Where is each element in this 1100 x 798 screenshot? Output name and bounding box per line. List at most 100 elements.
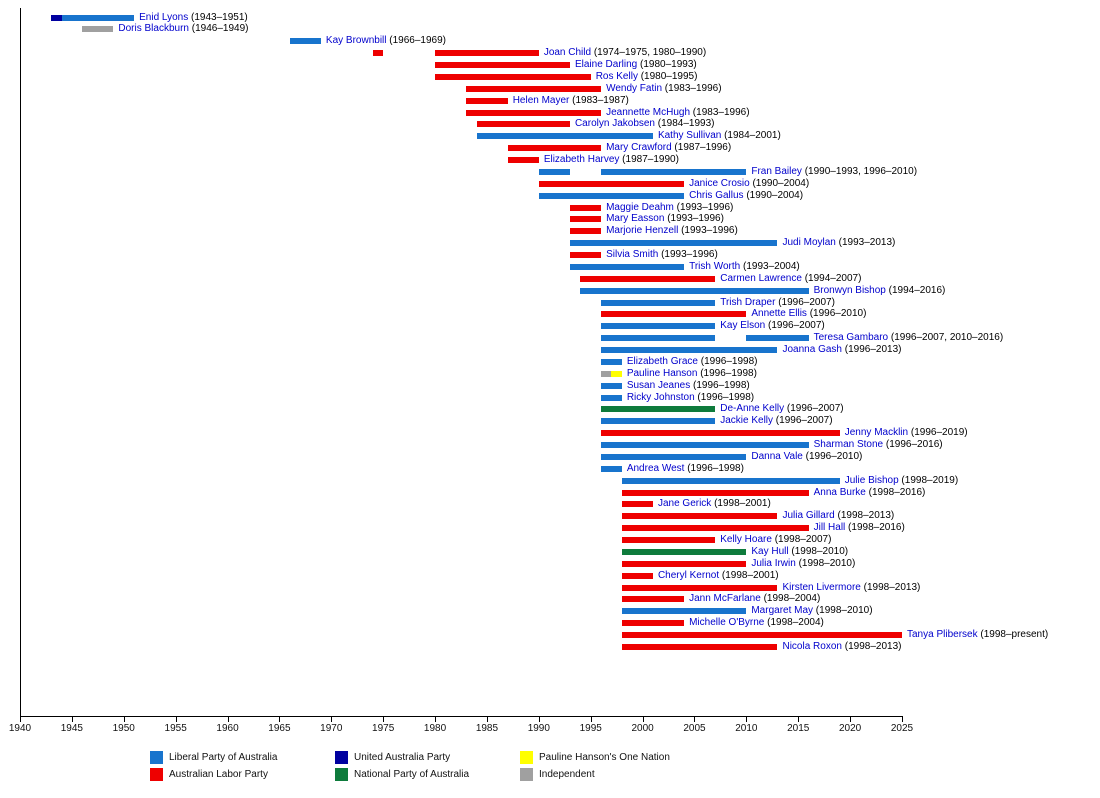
axis-tick <box>486 717 488 722</box>
member-name-link[interactable]: Michelle O'Byrne <box>689 617 765 629</box>
member-name-link[interactable]: Teresa Gambaro <box>813 332 889 344</box>
member-name-link[interactable]: Trish Draper <box>720 296 776 308</box>
member-label: Janice Crosio (1990–2004) <box>689 177 809 190</box>
member-name-link[interactable]: De-Anne Kelly <box>720 403 785 415</box>
member-name-link[interactable]: Cheryl Kernot <box>657 569 720 581</box>
member-label: Kay Hull (1998–2010) <box>751 545 848 558</box>
member-name-link[interactable]: Doris Blackburn <box>118 23 189 35</box>
bar-segment-liberal <box>601 358 622 365</box>
bar-segment-labor <box>435 62 570 68</box>
bar-segment-liberal <box>601 299 716 306</box>
member-name-link[interactable]: Julia Gillard <box>782 510 835 522</box>
member-name-link[interactable]: Jill Hall <box>813 522 846 534</box>
member-name-link[interactable]: Susan Jeanes <box>626 379 691 391</box>
member-name-link[interactable]: Jackie Kelly <box>720 415 774 427</box>
member-years: (1984–1993) <box>655 118 715 130</box>
member-name-link[interactable]: Wendy Fatin <box>606 82 663 94</box>
member-name-link[interactable]: Kirsten Livermore <box>782 581 861 593</box>
legend-label: United Australia Party <box>354 752 451 763</box>
member-name-link[interactable]: Kelly Hoare <box>720 534 772 545</box>
bar-segment-liberal <box>601 418 716 425</box>
member-years: (1983–1996) <box>690 106 750 118</box>
member-years: (1996–2013) <box>841 344 902 355</box>
member-name-link[interactable]: Marjorie Henzell <box>606 225 679 237</box>
member-name-link[interactable]: Danna Vale <box>751 450 803 462</box>
member-name-link[interactable]: Jane Gerick <box>657 498 712 510</box>
member-years: (1980–1993) <box>637 59 697 70</box>
member-label: Kathy Sullivan (1984–2001) <box>658 129 781 142</box>
member-name-link[interactable]: Mary Crawford <box>606 142 672 154</box>
member-name-link[interactable]: Julia Irwin <box>751 557 796 569</box>
member-name-link[interactable]: Ricky Johnston <box>626 391 695 403</box>
member-name-link[interactable]: Trish Worth <box>689 260 741 272</box>
member-name-link[interactable]: Joanna Gash <box>782 344 842 355</box>
axis-tick-label: 1975 <box>372 723 395 734</box>
member-name-link[interactable]: Jeannette McHugh <box>606 106 691 118</box>
member-name-link[interactable]: Elizabeth Harvey <box>543 154 620 165</box>
member-years: (1983–1987) <box>569 94 629 106</box>
bar-segment-labor <box>601 311 747 318</box>
member-label: Maggie Deahm (1993–1996) <box>606 201 733 214</box>
member-name-link[interactable]: Ros Kelly <box>595 70 638 82</box>
member-name-link[interactable]: Pauline Hanson <box>626 367 698 379</box>
member-name-link[interactable]: Julie Bishop <box>844 474 899 486</box>
member-name-link[interactable]: Chris Gallus <box>689 189 744 201</box>
member-label: De-Anne Kelly (1996–2007) <box>720 402 843 415</box>
member-name-link[interactable]: Tanya Plibersek <box>907 629 978 640</box>
axis-tick <box>798 717 800 722</box>
axis-tick-label: 1995 <box>579 723 602 734</box>
member-name-link[interactable]: Kathy Sullivan <box>657 130 722 142</box>
member-name-link[interactable]: Elizabeth Grace <box>626 355 698 367</box>
member-name-link[interactable]: Judi Moylan <box>782 237 836 249</box>
member-label: Wendy Fatin (1983–1996) <box>606 82 721 95</box>
bar-segment-labor <box>466 97 508 104</box>
member-name-link[interactable]: Silvia Smith <box>606 249 659 260</box>
member-name-link[interactable]: Elaine Darling <box>574 59 638 70</box>
member-name-link[interactable]: Enid Lyons <box>139 11 189 23</box>
member-name-link[interactable]: Nicola Roxon <box>782 640 842 652</box>
bar-segment-liberal <box>601 453 747 460</box>
member-years: (1996–2007) <box>784 403 844 415</box>
bar-segment-liberal <box>580 287 809 294</box>
bar-segment-labor <box>372 50 384 57</box>
bar-segment-labor <box>466 85 602 92</box>
member-name-link[interactable]: Joan Child <box>543 47 592 59</box>
member-label: Elizabeth Grace (1996–1998) <box>627 355 758 368</box>
member-name-link[interactable]: Margaret May <box>751 605 814 617</box>
axis-tick <box>694 717 696 722</box>
member-name-link[interactable]: Mary Easson <box>606 213 665 225</box>
member-name-link[interactable]: Janice Crosio <box>689 177 750 189</box>
member-name-link[interactable]: Jenny Macklin <box>844 427 909 439</box>
member-name-link[interactable]: Sharman Stone <box>813 439 884 450</box>
bar-segment-liberal <box>601 335 716 342</box>
member-years: (1993–2013) <box>835 237 896 249</box>
axis-tick-label: 1990 <box>527 723 550 734</box>
member-name-link[interactable]: Kay Elson <box>720 320 766 332</box>
member-label: Bronwyn Bishop (1994–2016) <box>814 284 946 297</box>
member-name-link[interactable]: Carmen Lawrence <box>720 272 802 284</box>
member-name-link[interactable]: Kay Hull <box>751 545 789 557</box>
member-name-link[interactable]: Annette Ellis <box>751 308 807 320</box>
bar-segment-labor <box>621 537 716 543</box>
member-name-link[interactable]: Anna Burke <box>813 486 866 498</box>
member-label: Jeannette McHugh (1983–1996) <box>606 106 749 119</box>
member-name-link[interactable]: Bronwyn Bishop <box>813 284 886 296</box>
legend-label: Liberal Party of Australia <box>169 752 278 763</box>
member-name-link[interactable]: Andrea West <box>626 462 685 474</box>
member-name-link[interactable]: Fran Bailey <box>751 165 802 177</box>
member-name-link[interactable]: Jann McFarlane <box>689 593 761 605</box>
bar-segment-national <box>621 548 747 555</box>
bar-segment-liberal <box>569 240 778 247</box>
member-label: Ros Kelly (1980–1995) <box>596 70 698 83</box>
member-name-link[interactable]: Maggie Deahm <box>606 201 674 213</box>
member-name-link[interactable]: Carolyn Jakobsen <box>574 118 655 130</box>
member-name-link[interactable]: Kay Brownbill <box>325 35 387 47</box>
member-name-link[interactable]: Helen Mayer <box>512 94 570 106</box>
legend-swatch-national <box>335 768 348 781</box>
member-years: (1998–2013) <box>860 581 921 593</box>
bar-segment-labor <box>569 216 602 223</box>
legend-label: Independent <box>539 769 595 780</box>
member-label: Doris Blackburn (1946–1949) <box>118 22 248 35</box>
axis-tick <box>850 717 852 722</box>
member-years: (1998–2016) <box>845 522 905 534</box>
